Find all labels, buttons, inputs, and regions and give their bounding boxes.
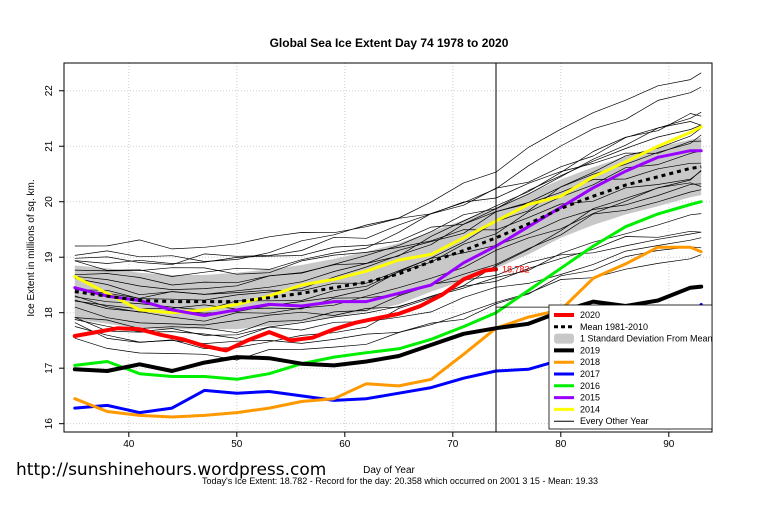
legend-label: 1 Standard Deviation From Mean	[580, 334, 713, 344]
y-tick-label: 21	[44, 140, 55, 152]
legend: 2020 Mean 1981-2010 1 Standard Deviation F…	[548, 304, 713, 430]
other-year-line	[74, 189, 702, 334]
legend-item-2017: 2017	[554, 369, 600, 379]
status-line: Today's Ice Extent: 18.782 - Record for …	[202, 476, 598, 486]
other-year-line	[74, 113, 702, 296]
legend-item-2016: 2016	[554, 381, 600, 391]
y-tick-label: 20	[44, 196, 55, 208]
other-year-line	[74, 170, 702, 275]
x-tick-label: 90	[663, 439, 675, 450]
series-line-2019	[72, 284, 704, 373]
other-year-line	[74, 237, 702, 339]
legend-item-2015: 2015	[554, 393, 600, 403]
std-band	[74, 137, 702, 330]
other-year-line	[74, 254, 702, 344]
other-year-line	[74, 182, 702, 322]
legend-label: 2015	[580, 393, 600, 403]
x-tick-label: 70	[447, 439, 459, 450]
plot-border	[63, 62, 713, 433]
series-line-2020	[72, 267, 498, 353]
legend-item-mean: Mean 1981-2010	[554, 322, 648, 332]
other-year-line	[74, 170, 702, 350]
legend-label: 2016	[580, 381, 600, 391]
y-tick-label: 18	[44, 307, 55, 319]
x-axis-label: Day of Year	[363, 465, 415, 476]
y-axis-label: Ice Extent in millions of sq. km.	[26, 179, 37, 316]
other-year-line	[74, 162, 702, 264]
y-tick-label: 16	[44, 418, 55, 430]
other-year-line	[74, 124, 702, 286]
legend-label: 2018	[580, 357, 600, 367]
x-tick-label: 60	[339, 439, 351, 450]
watermark-url: http://sunshinehours.wordpress.com	[16, 460, 326, 480]
plot-area: 18.782 40 50 60 70 80 90 16 17 18 19 20 21 22	[44, 62, 713, 450]
legend-item-2020: 2020	[554, 310, 600, 320]
legend-swatch	[554, 333, 574, 344]
other-year-line	[74, 213, 702, 336]
series-line-2018	[73, 245, 703, 419]
other-year-line	[74, 121, 702, 266]
legend-label: 2019	[580, 345, 600, 355]
x-tick-label: 80	[555, 439, 567, 450]
y-tick-label: 17	[44, 362, 55, 374]
legend-box	[548, 304, 713, 430]
other-year-line	[74, 140, 702, 250]
current-value-label: 18.782	[502, 264, 530, 274]
other-year-line	[74, 150, 702, 311]
other-year-line	[74, 230, 702, 326]
series-line-2015	[73, 149, 703, 317]
legend-label: 2017	[580, 369, 600, 379]
legend-label: Mean 1981-2010	[580, 322, 648, 332]
chart-title: Global Sea Ice Extent Day 74 1978 to 202…	[270, 36, 509, 50]
legend-item-2018: 2018	[554, 357, 600, 367]
x-tick-label: 40	[123, 439, 135, 450]
legend-item-2014: 2014	[554, 404, 600, 414]
other-year-line	[74, 111, 702, 301]
legend-label: 2014	[580, 404, 600, 414]
legend-item-2019: 2019	[554, 345, 600, 355]
y-tick-label: 19	[44, 251, 55, 263]
legend-item-std: 1 Standard Deviation From Mean	[554, 333, 713, 344]
legend-label: 2020	[580, 310, 600, 320]
y-tick-label: 22	[44, 85, 55, 97]
legend-item-other: Every Other Year	[554, 416, 649, 426]
other-year-line	[74, 86, 702, 277]
other-year-line	[74, 231, 702, 310]
x-tick-label: 50	[231, 439, 243, 450]
legend-label: Every Other Year	[580, 416, 649, 426]
series-line-2016	[73, 200, 703, 381]
